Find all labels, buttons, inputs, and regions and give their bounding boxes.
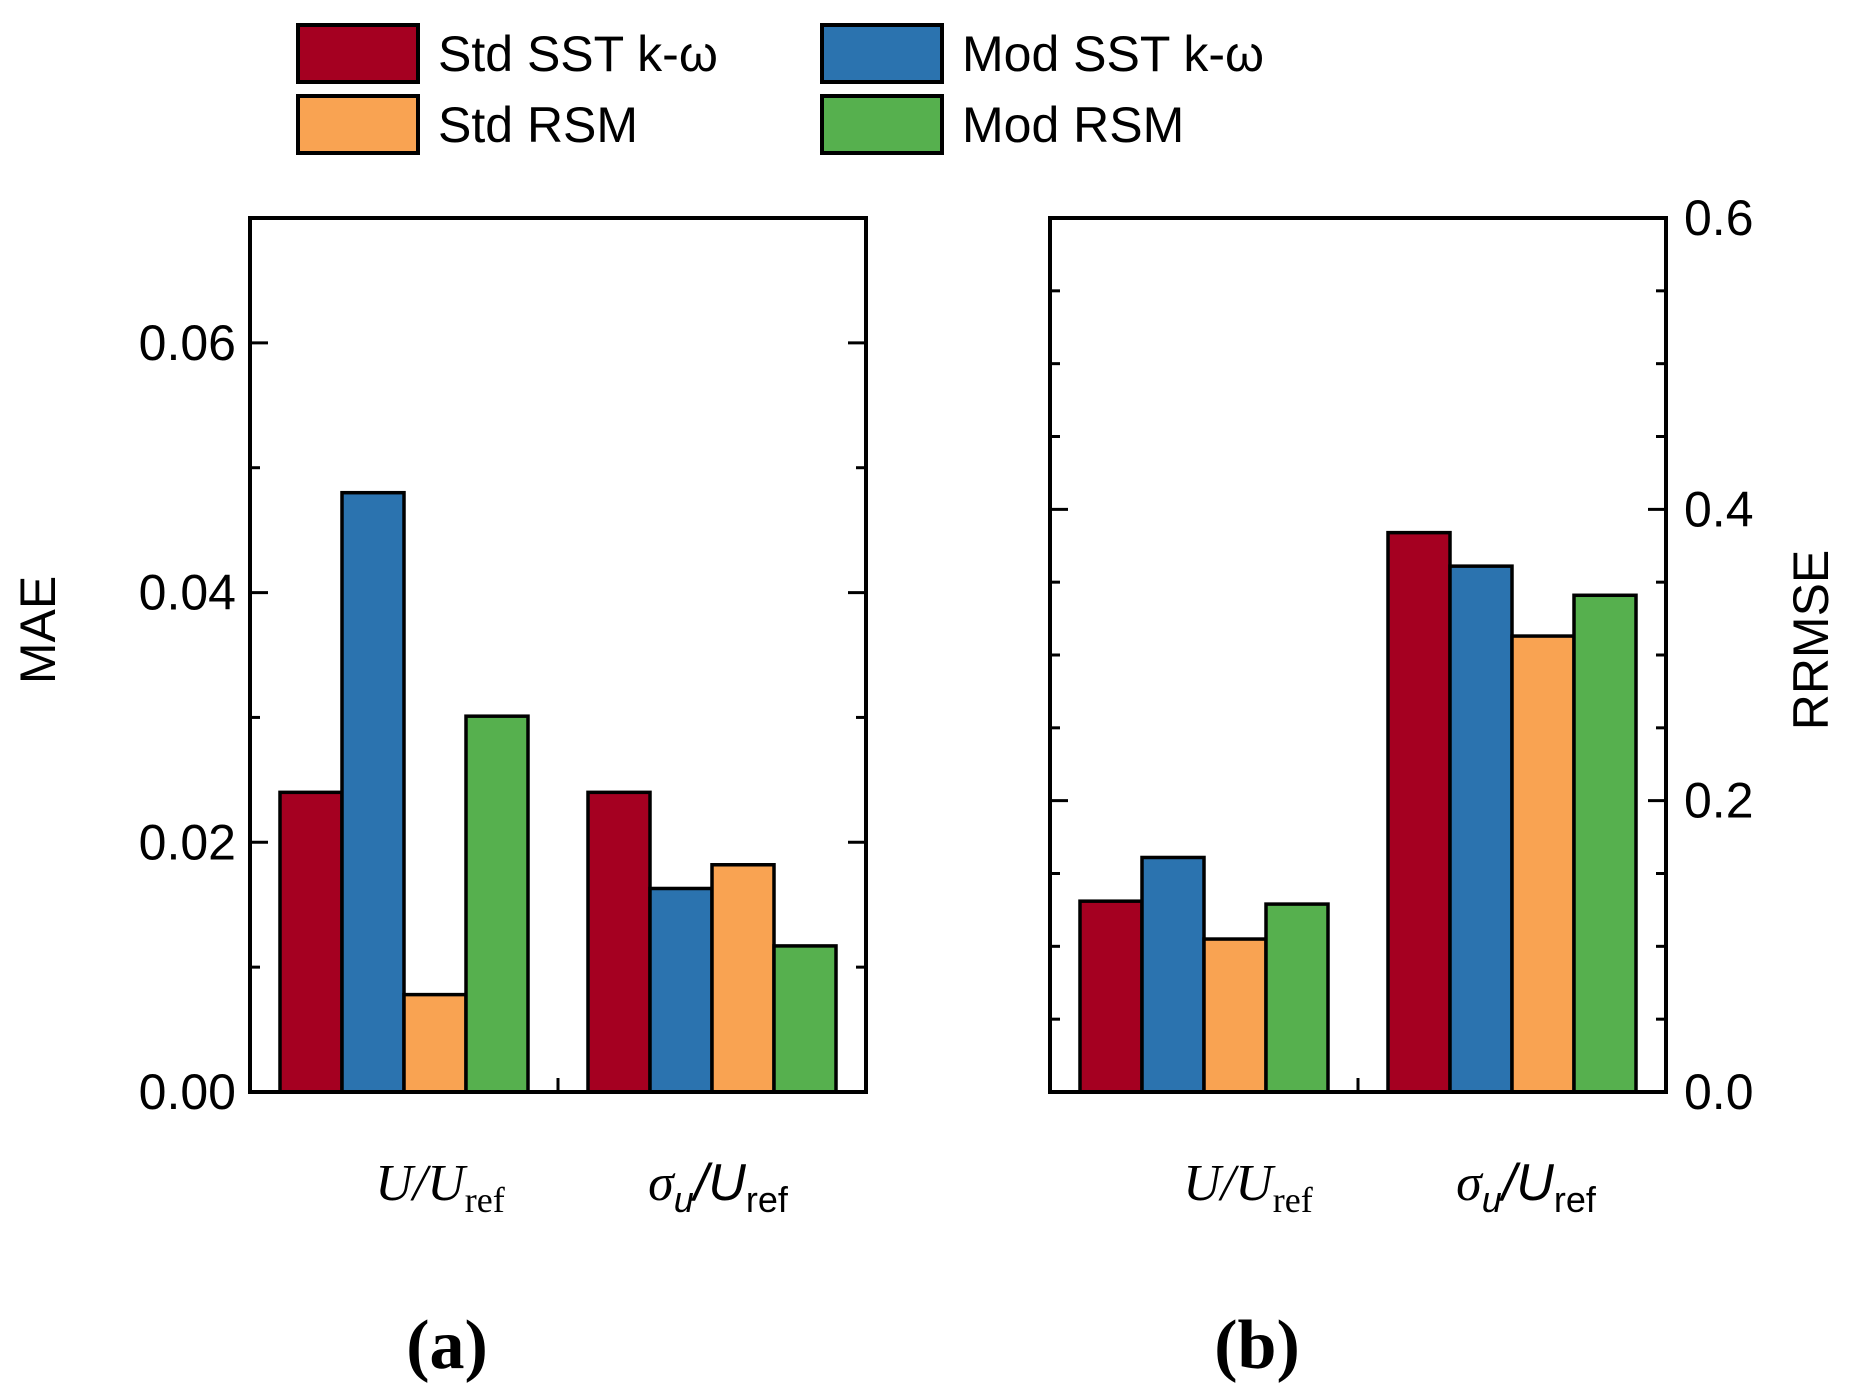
legend-label-std-sst: Std SST k-ω — [438, 26, 718, 82]
panel-a-bar-mod-rsm-1 — [772, 944, 838, 1094]
panel-a-tick-label-2: 0.04 — [139, 565, 236, 621]
panel-a-bar-mod-sst-1 — [648, 886, 714, 1094]
panel-b-bar-std-sst-1 — [1386, 530, 1452, 1094]
panel-b-label: (b) — [1214, 1307, 1300, 1384]
panel-b-tick-label-2: 0.4 — [1684, 481, 1754, 537]
panel-a-bar-std-sst-0 — [278, 790, 344, 1094]
legend-swatch-mod-rsm — [820, 94, 944, 155]
panel-a-category-label-0: U/Uref — [375, 1155, 505, 1220]
legend-swatch-std-sst — [296, 23, 420, 84]
panel-a-tick-label-0: 0.00 — [139, 1064, 236, 1120]
legend-label-mod-rsm: Mod RSM — [962, 97, 1184, 153]
panel-a-label: (a) — [406, 1307, 488, 1384]
panel-a-bar-std-rsm-0 — [402, 992, 468, 1094]
panel-a-bar-std-sst-1 — [586, 790, 652, 1094]
legend-label-std-rsm: Std RSM — [438, 97, 638, 153]
legend-label-mod-sst: Mod SST k-ω — [962, 26, 1264, 82]
panel-b-bar-std-rsm-0 — [1202, 937, 1268, 1094]
legend-swatch-mod-sst — [820, 23, 944, 84]
panel-b-category-label-0: U/Uref — [1183, 1155, 1313, 1220]
panel-b-bar-mod-sst-0 — [1140, 855, 1206, 1094]
panel-b-bar-mod-rsm-1 — [1572, 593, 1638, 1094]
legend: Std SST k-ω Mod SST k-ω Std RSM Mod RSM — [296, 23, 1264, 155]
panel-a-category-label-1: σu/Uref — [648, 1154, 789, 1220]
panel-b-tick-label-3: 0.6 — [1684, 190, 1754, 246]
panel-a-tick-label-3: 0.06 — [139, 315, 236, 371]
panel-b-bar-mod-rsm-0 — [1264, 902, 1330, 1094]
panel-a-tick-label-1: 0.02 — [139, 814, 236, 870]
panel-a-bar-mod-sst-0 — [340, 490, 406, 1094]
panel-b-category-label-1: σu/Uref — [1456, 1154, 1597, 1220]
panel-b-y-axis-label: RRMSE — [1783, 550, 1839, 731]
panel-b-bar-std-rsm-1 — [1510, 634, 1576, 1094]
legend-swatch-std-rsm — [296, 94, 420, 155]
panel-b-bar-std-sst-0 — [1078, 899, 1144, 1094]
panel-b-tick-label-1: 0.2 — [1684, 773, 1754, 829]
panel-b-rrmse-chart: 0.0 0.2 0.4 0.6 RRMSE U/Uref σu/Uref (b) — [1048, 190, 1839, 1384]
panel-b-bar-mod-sst-1 — [1448, 564, 1514, 1094]
panel-a-mae-chart: 0.00 0.02 0.04 0.06 MAE U/Uref σu/Uref (a) — [10, 216, 868, 1384]
panel-a-bar-mod-rsm-0 — [464, 714, 530, 1094]
panel-b-tick-label-0: 0.0 — [1684, 1064, 1754, 1120]
panel-a-bar-std-rsm-1 — [710, 863, 776, 1094]
panel-a-y-axis-label: MAE — [10, 576, 66, 684]
